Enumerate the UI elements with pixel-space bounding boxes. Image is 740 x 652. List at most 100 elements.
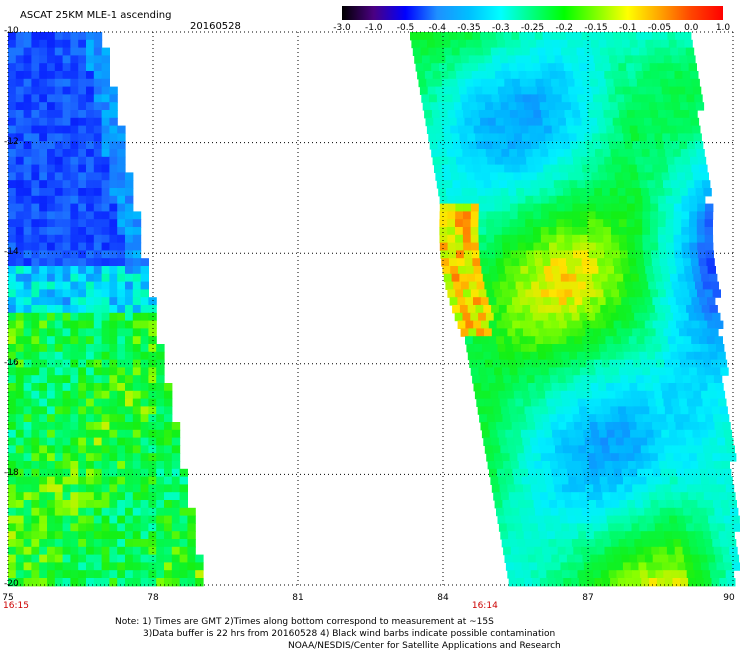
data-cell — [527, 422, 536, 431]
data-cell — [39, 398, 48, 407]
data-cell — [156, 383, 165, 392]
data-cell — [117, 281, 126, 290]
data-cell — [605, 258, 614, 267]
data-cell — [582, 164, 591, 173]
data-cell — [471, 242, 480, 251]
data-cell — [611, 234, 620, 244]
data-cell — [566, 320, 576, 329]
data-cell — [687, 102, 697, 111]
data-cell — [690, 546, 699, 556]
data-cell — [509, 453, 518, 462]
data-cell — [639, 570, 649, 579]
data-cell — [482, 390, 492, 400]
data-cell — [562, 141, 571, 150]
data-cell — [583, 429, 592, 439]
data-cell — [132, 297, 142, 306]
data-cell — [683, 32, 692, 41]
data-cell — [458, 172, 468, 181]
data-cell — [645, 468, 654, 478]
data-cell — [101, 211, 110, 220]
data-cell — [637, 39, 646, 49]
data-cell — [516, 102, 525, 111]
data-cell — [93, 476, 103, 485]
data-cell — [539, 445, 548, 454]
data-cell — [483, 437, 492, 446]
data-cell — [466, 86, 476, 95]
data-cell — [688, 63, 697, 72]
data-cell — [502, 195, 511, 205]
data-cell — [498, 305, 508, 314]
data-cell — [618, 234, 628, 244]
data-cell — [643, 71, 652, 80]
data-cell — [117, 351, 126, 361]
data-cell — [631, 94, 641, 103]
data-cell — [86, 78, 95, 88]
data-cell — [551, 383, 560, 392]
data-cell — [540, 312, 549, 322]
data-cell — [164, 523, 173, 532]
data-cell — [179, 570, 188, 579]
data-cell — [439, 211, 448, 220]
data-cell — [555, 445, 564, 454]
data-cell — [23, 320, 32, 329]
data-cell — [537, 390, 546, 400]
data-cell — [171, 578, 181, 587]
data-cell — [698, 507, 708, 517]
data-cell — [598, 468, 607, 478]
data-cell — [62, 515, 71, 524]
data-cell — [681, 195, 690, 205]
data-cell — [132, 414, 142, 423]
data-cell — [117, 188, 126, 197]
data-cell — [171, 476, 181, 485]
data-cell — [676, 125, 685, 134]
data-cell — [618, 227, 628, 236]
data-cell — [101, 390, 110, 400]
data-cell — [447, 227, 456, 236]
data-cell — [640, 484, 649, 493]
data-cell — [612, 156, 621, 166]
data-cell — [132, 445, 142, 454]
data-cell — [8, 133, 17, 142]
data-cell — [54, 149, 64, 158]
data-cell — [662, 351, 672, 361]
data-cell — [491, 328, 501, 337]
data-cell — [718, 359, 728, 368]
data-cell — [15, 227, 25, 236]
data-cell — [101, 281, 110, 290]
data-cell — [15, 71, 25, 80]
data-cell — [109, 461, 118, 470]
data-cell — [588, 242, 597, 251]
data-cell — [717, 351, 726, 361]
data-cell — [93, 437, 103, 446]
data-cell — [515, 531, 525, 540]
data-cell — [31, 422, 40, 431]
data-cell — [15, 507, 25, 517]
data-cell — [140, 367, 149, 376]
data-cell — [519, 507, 528, 517]
data-cell — [551, 125, 561, 134]
data-cell — [535, 320, 544, 329]
data-cell — [548, 211, 558, 220]
data-cell — [140, 258, 149, 267]
data-cell — [700, 429, 709, 439]
data-cell — [555, 359, 564, 368]
data-cell — [101, 258, 110, 267]
data-cell — [643, 461, 652, 470]
data-cell — [597, 297, 607, 306]
data-cell — [70, 453, 79, 462]
data-cell — [612, 258, 622, 267]
data-cell — [93, 507, 103, 517]
data-cell — [526, 375, 536, 384]
data-cell — [531, 281, 540, 290]
data-cell — [23, 468, 32, 478]
data-cell — [486, 110, 495, 119]
data-cell — [443, 172, 452, 181]
data-cell — [517, 63, 526, 72]
data-cell — [86, 133, 95, 142]
data-cell — [727, 492, 736, 501]
data-cell — [558, 297, 568, 306]
data-cell — [70, 110, 79, 119]
data-cell — [15, 234, 25, 244]
data-cell — [688, 406, 697, 415]
data-cell — [690, 258, 700, 267]
